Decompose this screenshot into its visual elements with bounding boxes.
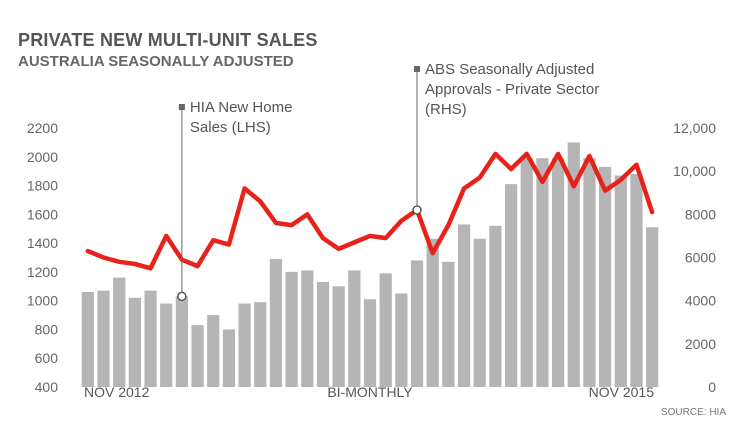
right-tick-label: 8000 bbox=[685, 206, 716, 222]
x-axis: NOV 2012 BI-MONTHLY NOV 2015 bbox=[84, 384, 654, 400]
bar bbox=[191, 325, 204, 387]
bar bbox=[395, 293, 408, 387]
series-line bbox=[85, 151, 655, 271]
right-tick-label: 6000 bbox=[685, 250, 716, 266]
x-label-start: NOV 2012 bbox=[84, 384, 150, 400]
bar bbox=[630, 174, 643, 387]
annotation-text: ABS Seasonally Adjusted bbox=[425, 61, 594, 78]
annotation-text: (RHS) bbox=[425, 101, 467, 118]
bar bbox=[614, 175, 627, 387]
x-label-middle: BI-MONTHLY bbox=[327, 384, 413, 400]
left-tick-label: 2000 bbox=[27, 149, 58, 165]
bar bbox=[599, 166, 612, 387]
left-tick-label: 1000 bbox=[27, 293, 58, 309]
annotation-point-circle bbox=[412, 205, 422, 215]
bar bbox=[316, 281, 330, 387]
bar bbox=[363, 299, 377, 387]
bar bbox=[81, 292, 94, 387]
annotation-marker-square bbox=[414, 66, 421, 72]
bar bbox=[489, 225, 502, 387]
chart-title: PRIVATE NEW MULTI-UNIT SALES bbox=[18, 30, 318, 50]
right-axis: 12,000 10,000 8000 6000 4000 2000 0 bbox=[673, 120, 716, 395]
annotation-text: Approvals - Private Sector bbox=[425, 81, 599, 98]
bar bbox=[269, 258, 283, 387]
right-tick-label: 10,000 bbox=[673, 163, 716, 179]
x-label-end: NOV 2015 bbox=[589, 384, 655, 400]
left-tick-label: 2200 bbox=[27, 120, 58, 136]
bar bbox=[520, 158, 533, 387]
bar bbox=[551, 158, 565, 387]
left-tick-label: 800 bbox=[35, 321, 59, 337]
annotation-point-circle bbox=[177, 291, 187, 302]
right-tick-label: 4000 bbox=[685, 293, 716, 309]
bar-series-hia bbox=[81, 142, 659, 387]
right-tick-label: 12,000 bbox=[673, 120, 716, 136]
chart-subtitle: AUSTRALIA SEASONALLY ADJUSTED bbox=[18, 53, 294, 70]
left-tick-label: 1200 bbox=[27, 264, 58, 280]
bar bbox=[583, 158, 596, 387]
annotation-marker-square bbox=[178, 104, 185, 110]
bar bbox=[426, 238, 439, 387]
left-tick-label: 1800 bbox=[27, 178, 58, 194]
bar bbox=[348, 270, 361, 387]
bar bbox=[442, 261, 455, 387]
bar bbox=[128, 297, 141, 387]
bar bbox=[379, 273, 392, 387]
bar bbox=[222, 329, 236, 387]
right-tick-label: 2000 bbox=[685, 336, 716, 352]
annotation: HIA New Home Sales (LHS) bbox=[177, 99, 293, 302]
bar bbox=[567, 142, 580, 387]
left-axis: 2200 2000 1800 1600 1400 1200 1000 800 600 400 bbox=[27, 120, 58, 395]
bar bbox=[504, 184, 518, 387]
annotation-text: Sales (LHS) bbox=[190, 119, 271, 136]
left-tick-label: 1600 bbox=[27, 206, 58, 222]
bar bbox=[97, 290, 110, 387]
annotations: HIA New Home Sales (LHS) ABS Seasonally Ad… bbox=[177, 61, 599, 302]
bar bbox=[238, 303, 251, 387]
bar bbox=[175, 296, 189, 387]
bar bbox=[410, 260, 424, 387]
left-tick-label: 400 bbox=[35, 379, 59, 395]
bar bbox=[113, 277, 126, 387]
left-tick-label: 1400 bbox=[27, 235, 58, 251]
annotation-text: HIA New Home bbox=[190, 99, 293, 116]
annotation: ABS Seasonally Adjusted Approvals - Priva… bbox=[412, 61, 599, 215]
bar bbox=[207, 315, 220, 387]
source-note: SOURCE: HIA bbox=[660, 407, 726, 418]
bar bbox=[301, 270, 314, 387]
bar bbox=[473, 238, 486, 387]
line-series-abs bbox=[85, 151, 655, 271]
left-tick-label: 600 bbox=[35, 350, 59, 366]
bar bbox=[144, 290, 157, 387]
bar bbox=[332, 286, 345, 387]
bar bbox=[160, 303, 173, 387]
right-tick-label: 0 bbox=[708, 379, 716, 395]
bar bbox=[254, 302, 267, 387]
bar bbox=[646, 227, 659, 387]
bar bbox=[536, 158, 549, 387]
bar bbox=[457, 224, 471, 387]
bar bbox=[285, 271, 298, 387]
